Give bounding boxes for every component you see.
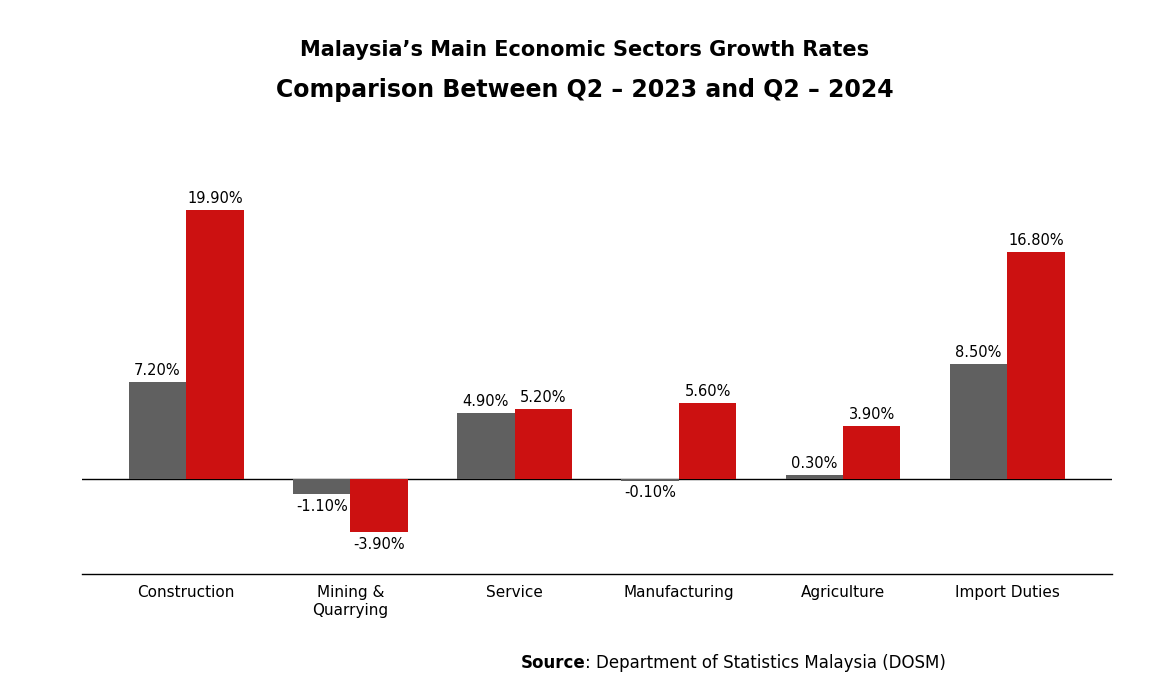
Bar [844,426,901,480]
Text: 5.60%: 5.60% [684,384,731,400]
Text: 16.80%: 16.80% [1009,233,1064,248]
Text: 4.90%: 4.90% [462,394,509,409]
Text: Malaysia’s Main Economic Sectors Growth Rates: Malaysia’s Main Economic Sectors Growth … [301,39,869,60]
Text: 8.50%: 8.50% [955,345,1002,361]
Text: -1.10%: -1.10% [296,499,347,514]
Bar [129,382,186,480]
Bar [950,364,1007,480]
Bar [350,480,408,532]
Text: 5.20%: 5.20% [521,390,566,405]
Text: 19.90%: 19.90% [187,191,242,206]
Text: Source: Source [521,654,585,672]
Bar [679,403,736,480]
Bar [621,480,679,481]
Bar [515,409,572,480]
Text: -0.10%: -0.10% [624,485,676,500]
Text: Comparison Between Q2 – 2023 and Q2 – 2024: Comparison Between Q2 – 2023 and Q2 – 20… [276,78,894,102]
Text: 7.20%: 7.20% [135,363,180,378]
Text: 3.90%: 3.90% [848,407,895,422]
Text: : Department of Statistics Malaysia (DOSM): : Department of Statistics Malaysia (DOS… [585,654,945,672]
Bar [292,480,350,494]
Bar [186,210,243,480]
Text: 0.30%: 0.30% [791,456,838,471]
Bar [1007,252,1065,480]
Text: -3.90%: -3.90% [353,537,405,552]
Bar [785,475,844,480]
Bar [457,413,515,480]
